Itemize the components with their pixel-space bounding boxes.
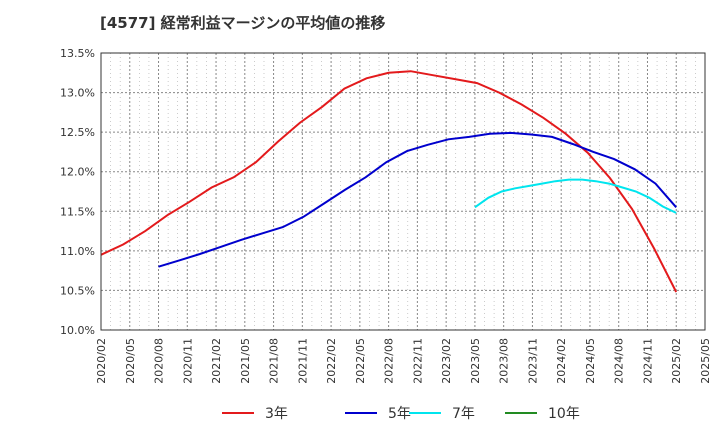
legend-label-3: 10年 [548, 406, 580, 422]
x-axis-ticks: 2020/02 2020/05 2020/08 2020/11 2021/02 2021/… [95, 338, 712, 384]
legend-label-1: 5年 [388, 406, 411, 422]
x-tick-label: 2023/08 [498, 338, 511, 384]
x-tick-label: 2023/11 [526, 338, 539, 384]
plot-frame [100, 52, 706, 331]
chart-title: [4577] 経常利益マージンの平均値の推移 [100, 14, 386, 32]
y-tick-label: 13.0% [60, 87, 95, 100]
x-tick-label: 2024/05 [584, 338, 597, 384]
y-tick-label: 12.5% [60, 126, 95, 139]
x-tick-label: 2025/02 [670, 338, 683, 384]
x-tick-label: 2024/08 [613, 338, 626, 384]
y-tick-label: 10.5% [60, 284, 95, 297]
x-tick-label: 2020/05 [124, 338, 137, 384]
x-tick-label: 2021/11 [296, 338, 309, 384]
x-tick-label: 2021/05 [239, 338, 252, 384]
x-tick-label: 2023/02 [440, 338, 453, 384]
legend-label-0: 3年 [265, 406, 288, 422]
legend-label-2: 7年 [452, 406, 475, 422]
x-tick-label: 2022/05 [354, 338, 367, 384]
x-tick-label: 2021/08 [268, 338, 281, 384]
y-tick-label: 13.5% [60, 47, 95, 60]
y-tick-label: 12.0% [60, 166, 95, 179]
x-tick-label: 2024/11 [641, 338, 654, 384]
x-tick-label: 2020/02 [95, 338, 108, 384]
series-line-1 [158, 131, 677, 268]
x-tick-label: 2022/11 [411, 338, 424, 384]
x-tick-label: 2022/02 [325, 338, 338, 384]
series-lines [100, 70, 678, 293]
grid [100, 52, 706, 331]
x-tick-label: 2020/11 [181, 338, 194, 384]
y-tick-label: 11.0% [60, 245, 95, 258]
x-tick-label: 2023/05 [469, 338, 482, 384]
legend: 3年 5年 7年 10年 [222, 406, 580, 422]
series-line-2 [474, 178, 677, 214]
x-tick-label: 2022/08 [383, 338, 396, 384]
x-tick-label: 2025/05 [699, 338, 712, 384]
x-tick-label: 2024/02 [555, 338, 568, 384]
y-tick-label: 11.5% [60, 205, 95, 218]
y-tick-label: 10.0% [60, 324, 95, 337]
x-tick-label: 2020/08 [153, 338, 166, 384]
y-axis-ticks: 10.0% 10.5% 11.0% 11.5% 12.0% 12.5% 13.0% 13.5% [60, 47, 95, 337]
x-tick-label: 2021/02 [210, 338, 223, 384]
